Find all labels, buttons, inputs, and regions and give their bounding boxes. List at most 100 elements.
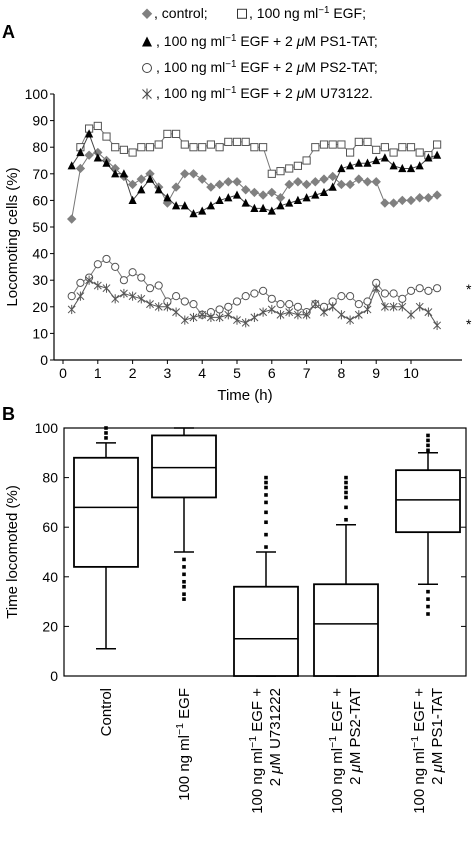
data-point <box>119 169 128 178</box>
data-point <box>180 315 189 325</box>
data-point <box>215 305 224 314</box>
outlier-point <box>344 505 348 510</box>
data-point <box>198 206 207 215</box>
data-point <box>328 182 337 191</box>
outlier-point <box>264 480 268 485</box>
y-tick-label: 50 <box>32 219 48 235</box>
data-point <box>327 171 338 182</box>
data-point <box>172 129 181 139</box>
data-point <box>93 260 102 269</box>
data-point <box>198 310 207 320</box>
data-point <box>66 214 77 224</box>
data-point <box>137 273 146 282</box>
data-point <box>345 179 355 190</box>
y-tick-label: 80 <box>32 139 48 155</box>
data-point <box>250 312 259 323</box>
data-point <box>389 302 398 312</box>
data-point <box>241 292 250 301</box>
outlier-point <box>104 426 108 430</box>
outlier-point <box>264 475 268 480</box>
data-point <box>240 185 251 195</box>
outlier-point <box>264 500 268 505</box>
outlier-point <box>104 436 108 440</box>
outlier-point <box>264 520 268 525</box>
data-point <box>215 195 224 204</box>
data-point <box>119 288 128 299</box>
data-point <box>406 195 416 206</box>
data-point <box>154 185 163 194</box>
data-point <box>111 143 120 152</box>
data-point <box>232 177 242 187</box>
panel-label-a: A <box>2 22 15 42</box>
outlier-point <box>104 431 108 435</box>
data-point <box>346 292 355 301</box>
data-point <box>259 286 268 295</box>
data-point <box>206 140 216 149</box>
box-2 <box>151 427 217 601</box>
data-point <box>432 190 442 200</box>
data-point <box>380 153 389 162</box>
data-point <box>433 284 442 293</box>
data-point <box>67 292 76 301</box>
data-point <box>128 195 137 204</box>
data-point <box>301 179 312 190</box>
data-point <box>102 254 111 264</box>
data-point <box>224 302 233 311</box>
data-point <box>388 198 399 208</box>
legend-label: , 100 ng ml−1 EGF; <box>249 4 366 21</box>
box-1 <box>73 426 139 650</box>
data-point <box>380 198 390 208</box>
box-4 <box>313 475 379 677</box>
legend-marker-diamond <box>141 8 153 19</box>
y-tick-label: 60 <box>42 519 58 535</box>
data-point <box>180 169 190 179</box>
data-point <box>302 193 311 202</box>
y-axis-label: Time locomoted (%) <box>4 485 21 619</box>
outlier-point <box>264 485 268 490</box>
data-point <box>206 312 215 323</box>
data-point <box>145 284 155 293</box>
data-point <box>128 148 137 157</box>
data-point <box>224 310 233 320</box>
data-point <box>415 161 424 170</box>
y-tick-label: 80 <box>42 470 58 486</box>
data-point <box>354 300 363 309</box>
outlier-point <box>182 579 186 584</box>
legend-marker-circle <box>142 63 152 73</box>
outlier-point <box>344 490 348 495</box>
legend: , control; , 100 ng ml−1 EGF; , 100 ng ml… <box>141 4 378 102</box>
data-point <box>171 182 181 192</box>
data-point <box>319 140 329 149</box>
significance-asterisk: * <box>466 316 472 332</box>
category-label: 2 μM U731222 <box>267 688 284 786</box>
data-point <box>128 291 137 301</box>
data-point <box>259 143 268 152</box>
data-point <box>311 143 320 152</box>
legend-label: , 100 ng ml−1 EGF + 2 μM PS2-TAT; <box>156 59 378 76</box>
data-point <box>172 201 181 210</box>
data-point <box>267 206 276 215</box>
data-point <box>354 174 364 184</box>
data-point <box>415 284 424 293</box>
data-point <box>188 169 199 179</box>
legend-label: , 100 ng ml−1 EGF + 2 μM U73122. <box>156 85 373 102</box>
data-point <box>415 302 424 312</box>
data-point <box>276 201 285 210</box>
data-point <box>180 297 189 306</box>
data-point <box>267 294 276 303</box>
iqr-box <box>233 585 299 677</box>
data-point <box>172 292 181 301</box>
outlier-point <box>344 517 348 522</box>
data-point <box>380 302 389 312</box>
x-tick-label: 9 <box>372 365 380 381</box>
data-point <box>363 158 372 167</box>
legend-marker-triangle <box>142 36 152 47</box>
data-point <box>346 148 355 157</box>
data-point <box>214 179 225 190</box>
x-tick-label: 10 <box>403 365 419 381</box>
category-label: Control <box>98 688 115 736</box>
y-tick-label: 90 <box>32 113 48 129</box>
category-label: 100 ng ml−1 EGF + <box>409 688 428 814</box>
data-point <box>102 158 111 167</box>
data-point <box>406 163 416 173</box>
